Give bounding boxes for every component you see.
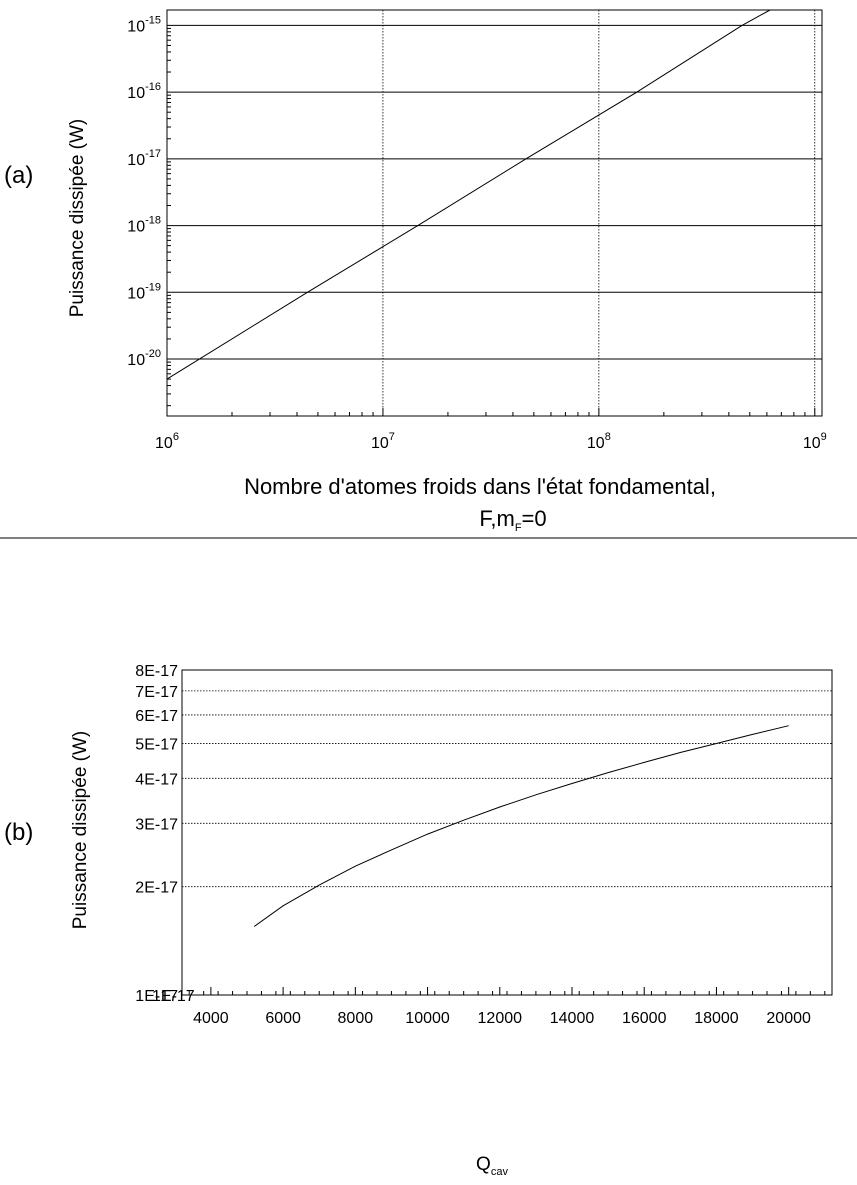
chart-b-x-tick-label: 12000 — [478, 1010, 523, 1027]
chart-b-y-extra-tick-label: 1E-17 — [152, 988, 195, 1005]
chart-a-y-tick-label: 10-17 — [127, 148, 161, 169]
chart-a-y-tick-label: 10-20 — [127, 348, 161, 369]
chart-a-y-axis-label: Puissance dissipée (W) — [67, 119, 88, 318]
chart-a-plot-frame — [166, 9, 823, 417]
chart-b-x-tick-label: 6000 — [265, 1010, 301, 1027]
chart-b-x-tick-label: 14000 — [550, 1010, 595, 1027]
chart-b-y-tick-label: 5E-17 — [135, 736, 178, 753]
chart-a-grid — [167, 10, 822, 416]
chart-a-x-ticks: 106 107 108 109 — [155, 408, 827, 452]
chart-a-y-tick-label: 10-15 — [127, 14, 161, 35]
chart-a-series-line — [166, 9, 771, 380]
chart-b-plot-frame — [181, 669, 833, 996]
chart-a-x-axis-label-line2: F,mF=0 — [479, 506, 546, 534]
chart-a-x-axis-label: Nombre d'atomes froids dans l'état fonda… — [244, 474, 716, 499]
chart-b-y-tick-label: 2E-17 — [135, 880, 178, 897]
chart-b-y-tick-label: 7E-17 — [135, 684, 178, 701]
chart-a-y-tick-label: 10-16 — [127, 81, 161, 102]
chart-a-x-tick-label: 107 — [371, 431, 395, 452]
chart-b-x-tick-label: 16000 — [622, 1010, 667, 1027]
chart-a-y-tick-label: 10-18 — [127, 215, 161, 236]
chart-b-x-ticks: 4000 6000 8000 10000 12000 14000 16000 18000 200… — [193, 987, 811, 1027]
chart-b-y-axis-label: Puissance dissipée (W) — [70, 731, 91, 930]
chart-b-y-tick-label: 6E-17 — [135, 708, 178, 725]
chart-a-x-tick-label: 109 — [803, 431, 827, 452]
chart-b-x-tick-label: 8000 — [338, 1010, 374, 1027]
chart-b-y-tick-label: 4E-17 — [135, 771, 178, 788]
chart-a-y-tick-label: 10-19 — [127, 281, 161, 302]
chart-a: 106 107 108 109 10-2010-1910-1810-1710-1610… — [4, 9, 827, 534]
chart-b-x-tick-label: 20000 — [766, 1010, 811, 1027]
chart-b-x-tick-label: 18000 — [694, 1010, 739, 1027]
panel-label-b: (b) — [4, 819, 33, 846]
chart-b-y-tick-label: 3E-17 — [135, 816, 178, 833]
chart-b-x-tick-label: 10000 — [405, 1010, 450, 1027]
chart-a-minor-ticks — [167, 27, 806, 416]
panel-label-a: (a) — [4, 162, 33, 189]
chart-b-y-ticks: 1E-17 2E-17 3E-17 4E-17 5E-17 6E-17 7E-17 8E-17 — [135, 663, 178, 1005]
chart-b-y-tick-label: 1E-17 — [135, 988, 178, 1005]
chart-a-x-tick-label: 106 — [155, 431, 179, 452]
chart-a-x-tick-label: 108 — [587, 431, 611, 452]
chart-b-minor-ticks — [188, 991, 826, 995]
chart-b-series-line — [253, 725, 789, 927]
chart-b-grid — [182, 690, 832, 888]
chart-a-y-ticks: 10-20 10-19 10-18 10-17 10-16 10-15 — [127, 14, 161, 369]
chart-b-y-tick-label: 8E-17 — [135, 663, 178, 680]
chart-b-x-axis-label: Qcav — [476, 1154, 508, 1178]
chart-b: 4000 6000 8000 10000 12000 14000 16000 18000 200… — [4, 663, 833, 1178]
chart-b-x-tick-label: 4000 — [193, 1010, 229, 1027]
